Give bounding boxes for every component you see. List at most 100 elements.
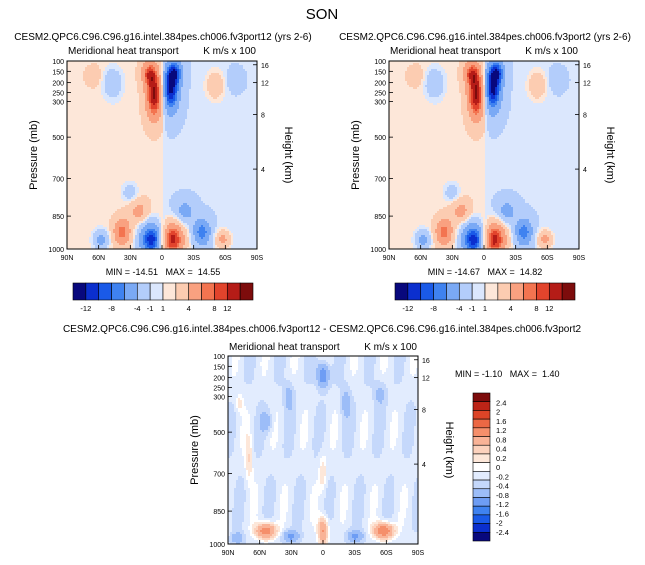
contour-cell	[83, 97, 86, 100]
contour-cell	[187, 85, 190, 88]
contour-cell	[191, 79, 194, 82]
contour-cell	[175, 105, 178, 108]
contour-cell	[195, 131, 198, 134]
contour-cell	[109, 99, 112, 102]
contour-cell	[195, 139, 198, 142]
contour-cell	[171, 155, 174, 158]
contour-cell	[69, 121, 72, 124]
contour-cell	[93, 163, 96, 166]
contour-cell	[223, 67, 226, 70]
contour-cell	[139, 163, 142, 166]
contour-cell	[147, 93, 150, 96]
contour-cell	[117, 61, 120, 64]
contour-cell	[143, 119, 146, 122]
contour-cell	[133, 87, 136, 90]
contour-cell	[105, 61, 108, 64]
contour-cell	[199, 87, 202, 90]
contour-cell	[219, 99, 222, 102]
contour-cell	[183, 153, 186, 156]
contour-cell	[185, 89, 188, 92]
contour-cell	[83, 145, 86, 148]
contour-cell	[209, 143, 212, 146]
contour-cell	[205, 141, 208, 144]
contour-cell	[67, 103, 70, 106]
contour-cell	[85, 107, 88, 110]
contour-cell	[211, 139, 214, 142]
contour-cell	[139, 89, 142, 92]
contour-cell	[243, 95, 246, 98]
contour-cell	[89, 131, 92, 134]
contour-cell	[211, 113, 214, 116]
contour-cell	[107, 155, 110, 158]
contour-cell	[109, 71, 112, 74]
contour-cell	[95, 73, 98, 76]
contour-cell	[173, 99, 176, 102]
contour-cell	[153, 81, 156, 84]
contour-cell	[95, 139, 98, 142]
contour-cell	[67, 69, 70, 72]
contour-cell	[167, 103, 170, 106]
contour-cell	[99, 81, 102, 84]
contour-cell	[235, 65, 238, 68]
contour-cell	[251, 141, 254, 144]
contour-cell	[225, 103, 228, 106]
contour-cell	[159, 85, 162, 88]
contour-cell	[113, 131, 116, 134]
contour-cell	[189, 91, 192, 94]
contour-cell	[145, 81, 148, 84]
contour-cell	[177, 115, 180, 118]
contour-cell	[111, 65, 114, 68]
contour-cell	[159, 119, 162, 122]
contour-cell	[149, 149, 152, 152]
contour-cell	[201, 161, 204, 164]
contour-cell	[73, 145, 76, 148]
contour-cell	[125, 159, 128, 162]
contour-cell	[247, 149, 250, 152]
contour-cell	[247, 89, 250, 92]
contour-cell	[245, 123, 248, 126]
contour-cell	[117, 69, 120, 72]
contour-cell	[109, 161, 112, 164]
contour-cell	[135, 141, 138, 144]
contour-cell	[237, 139, 240, 142]
contour-cell	[87, 67, 90, 70]
contour-cell	[111, 67, 114, 70]
contour-cell	[123, 129, 126, 132]
contour-cell	[167, 81, 170, 84]
contour-cell	[137, 125, 140, 128]
contour-cell	[163, 127, 166, 130]
contour-cell	[207, 127, 210, 130]
contour-cell	[151, 87, 154, 90]
contour-cell	[187, 115, 190, 118]
contour-cell	[185, 133, 188, 136]
contour-cell	[161, 79, 164, 82]
contour-cell	[99, 79, 102, 82]
contour-cell	[175, 99, 178, 102]
contour-cell	[175, 119, 178, 122]
contour-cell	[221, 117, 224, 120]
contour-cell	[99, 127, 102, 130]
contour-cell	[81, 119, 84, 122]
contour-cell	[187, 139, 190, 142]
contour-cell	[163, 71, 166, 74]
contour-cell	[155, 119, 158, 122]
contour-cell	[217, 87, 220, 90]
contour-cell	[153, 97, 156, 100]
contour-cell	[241, 159, 244, 162]
contour-cell	[149, 163, 152, 166]
contour-cell	[251, 149, 254, 152]
contour-cell	[77, 123, 80, 126]
contour-cell	[113, 63, 116, 66]
contour-cell	[87, 73, 90, 76]
contour-cell	[231, 129, 234, 132]
contour-cell	[181, 143, 184, 146]
contour-cell	[197, 73, 200, 76]
contour-cell	[205, 83, 208, 86]
contour-cell	[149, 65, 152, 68]
contour-cell	[187, 131, 190, 134]
contour-cell	[201, 121, 204, 124]
contour-cell	[135, 151, 138, 154]
contour-cell	[233, 149, 236, 152]
contour-cell	[75, 101, 78, 104]
contour-cell	[147, 81, 150, 84]
